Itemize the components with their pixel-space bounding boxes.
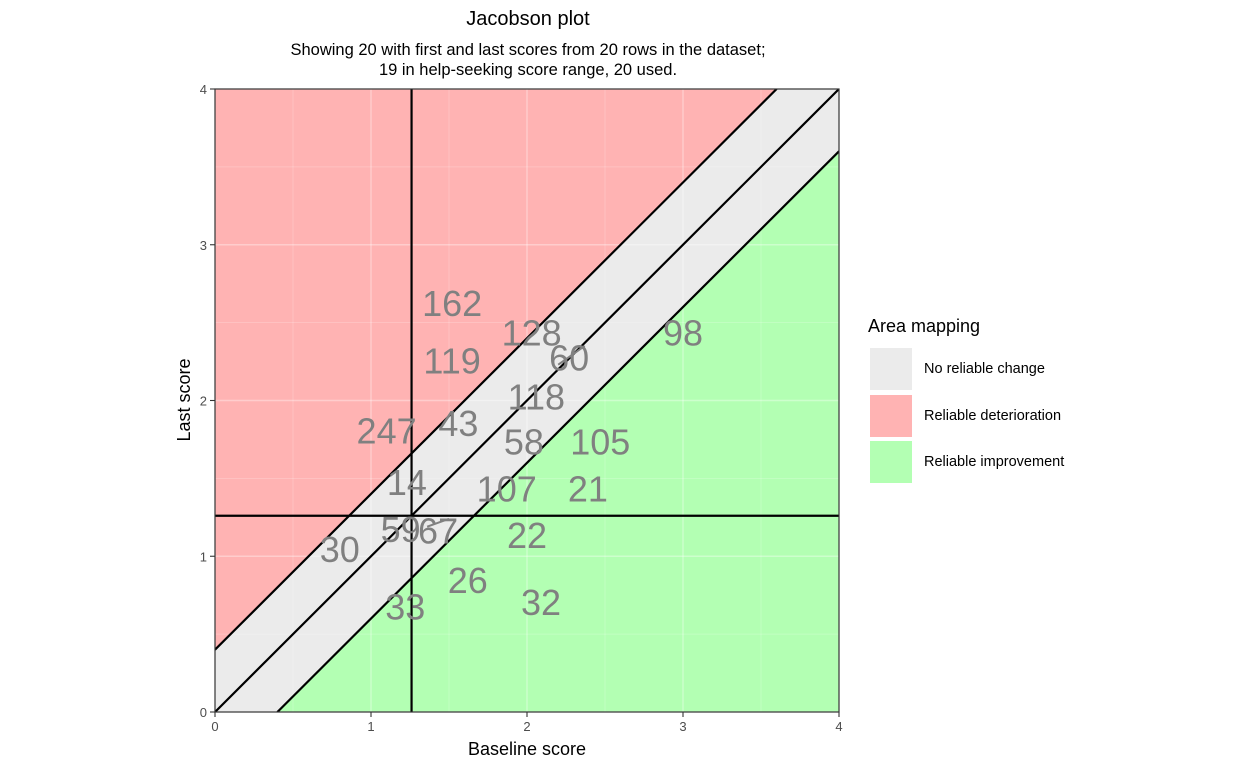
x-tick-label: 0 bbox=[211, 719, 218, 734]
legend-swatch-reliable-improvement bbox=[870, 441, 912, 484]
chart-subtitle-line-2: 19 in help-seeking score range, 20 used. bbox=[379, 61, 677, 79]
reference-lines bbox=[215, 89, 839, 712]
y-tick-label: 2 bbox=[200, 394, 207, 409]
point-label: 98 bbox=[663, 313, 703, 354]
label-leader-line bbox=[557, 345, 586, 366]
point-label: 21 bbox=[568, 468, 608, 509]
point-label: 22 bbox=[507, 515, 547, 556]
chart-title: Jacobson plot bbox=[466, 8, 590, 30]
lower-reliable-change-line bbox=[276, 150, 839, 712]
identity-line bbox=[215, 89, 839, 712]
y-axis-label: Last score bbox=[174, 358, 194, 441]
point-label: 58 bbox=[504, 422, 544, 463]
point-label: 128 bbox=[502, 313, 562, 354]
legend-item-no-reliable-change: No reliable change bbox=[868, 346, 1108, 393]
point-label: 107 bbox=[477, 468, 537, 509]
point-label: 43 bbox=[438, 403, 478, 444]
y-tick-label: 3 bbox=[200, 238, 207, 253]
point-label: 162 bbox=[422, 283, 482, 324]
legend: Area mapping No reliable change Reliable… bbox=[868, 316, 1108, 486]
legend-label: Reliable deterioration bbox=[924, 407, 1062, 424]
x-axis-label: Baseline score bbox=[468, 739, 586, 759]
chart-subtitle-line-1: Showing 20 with first and last scores fr… bbox=[290, 41, 765, 59]
point-label: 119 bbox=[423, 341, 480, 382]
legend-swatch-reliable-deterioration bbox=[870, 394, 912, 437]
label-leader-line bbox=[426, 517, 450, 528]
upper-reliable-change-line bbox=[215, 89, 778, 651]
y-tick-label: 4 bbox=[200, 82, 207, 97]
point-label: 32 bbox=[521, 582, 561, 623]
legend-item-reliable-improvement: Reliable improvement bbox=[868, 439, 1108, 486]
legend-label: No reliable change bbox=[924, 361, 1045, 378]
point-label: 33 bbox=[385, 587, 425, 628]
point-label: 26 bbox=[448, 560, 488, 601]
point-label: 67 bbox=[418, 510, 458, 551]
region-reliable-improvement bbox=[277, 151, 839, 712]
point-label: 30 bbox=[320, 529, 360, 570]
legend-item-reliable-deterioration: Reliable deterioration bbox=[868, 393, 1108, 440]
x-tick-label: 2 bbox=[523, 719, 530, 734]
x-tick-label: 4 bbox=[835, 719, 842, 734]
x-tick-label: 1 bbox=[367, 719, 374, 734]
legend-title: Area mapping bbox=[868, 316, 981, 336]
y-tick-label: 1 bbox=[200, 549, 207, 564]
point-label: 247 bbox=[357, 411, 417, 452]
y-tick-label: 0 bbox=[200, 705, 207, 720]
x-tick-label: 3 bbox=[679, 719, 686, 734]
point-label: 105 bbox=[570, 422, 630, 463]
legend-swatch-no-reliable-change bbox=[870, 348, 912, 391]
point-label: 118 bbox=[508, 376, 565, 417]
axes: 0 1 2 3 4 0 1 2 3 4 bbox=[200, 82, 843, 734]
point-label: 14 bbox=[387, 462, 427, 503]
point-label: 60 bbox=[549, 337, 589, 378]
legend-label: Reliable improvement bbox=[924, 454, 1065, 471]
point-label: 59 bbox=[381, 509, 421, 550]
